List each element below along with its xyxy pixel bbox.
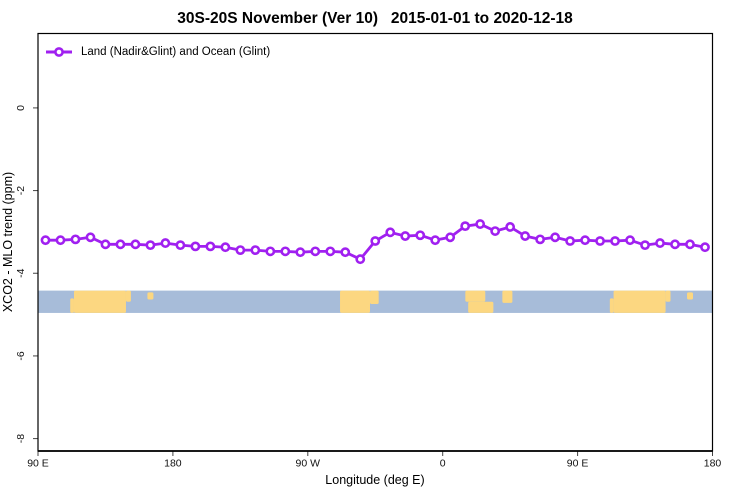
data-point xyxy=(535,234,546,245)
x-tick-label: 90 W xyxy=(296,458,321,470)
data-point xyxy=(595,236,605,246)
data-point xyxy=(430,235,441,246)
data-point xyxy=(145,240,156,251)
land-patch-australia-east-cape xyxy=(125,290,131,302)
x-tick-label: 90 E xyxy=(27,458,49,470)
data-point xyxy=(55,235,66,246)
data-point xyxy=(550,232,561,243)
data-point xyxy=(205,241,216,252)
data-point xyxy=(685,239,695,250)
data-point xyxy=(265,246,276,257)
land-patch-africa-north xyxy=(465,290,486,302)
land-patch-south-america-east xyxy=(370,290,379,305)
data-point xyxy=(295,247,306,258)
data-point xyxy=(640,240,650,251)
y-axis-title: XCO2 - MLO trend (ppm) xyxy=(1,172,15,312)
data-point xyxy=(355,254,366,265)
land-patch-australia-west-edge xyxy=(70,298,74,313)
data-point xyxy=(670,239,680,250)
data-point xyxy=(655,238,665,248)
land-patch-new-caledonia xyxy=(147,292,154,300)
legend: Land (Nadir&Glint) and Ocean (Glint) xyxy=(45,46,270,58)
chart-title: 30S-20S November (Ver 10) 2015-01-01 to … xyxy=(177,10,573,27)
data-point xyxy=(610,236,620,246)
data-point xyxy=(280,246,291,257)
data-point xyxy=(250,245,261,256)
data-point xyxy=(175,240,186,251)
legend-label: Land (Nadir&Glint) and Ocean (Glint) xyxy=(81,46,271,58)
y-tick-label: -4 xyxy=(15,268,27,277)
data-point xyxy=(505,222,516,232)
data-point xyxy=(310,246,321,257)
data-point xyxy=(460,221,471,232)
land-patch-australia xyxy=(73,290,126,313)
y-tick-label: -8 xyxy=(15,434,27,443)
y-tick-label: -2 xyxy=(15,186,27,195)
data-point xyxy=(415,230,426,241)
data-point xyxy=(40,235,51,246)
data-point xyxy=(85,232,96,243)
data-point xyxy=(385,227,396,238)
x-tick-label: 0 xyxy=(440,458,446,470)
land-patch-south-america xyxy=(340,290,371,313)
y-tick-label: 0 xyxy=(15,105,27,111)
legend-marker-icon xyxy=(46,47,72,57)
x-axis-title: Longitude (deg E) xyxy=(325,473,424,487)
y-tick-label: -6 xyxy=(15,351,27,360)
land-patch-australia-east-cape-2 xyxy=(665,290,671,302)
land-patch-africa-south xyxy=(468,301,494,313)
land-patch-madagascar xyxy=(502,290,513,303)
data-point xyxy=(100,239,111,250)
data-point xyxy=(490,226,501,236)
data-point xyxy=(400,231,411,241)
data-point xyxy=(625,235,635,246)
data-point xyxy=(70,234,81,245)
data-point xyxy=(700,242,710,253)
data-point xyxy=(235,245,246,256)
data-point xyxy=(340,247,351,258)
data-point xyxy=(580,235,590,246)
data-point xyxy=(520,231,531,241)
land-patch-new-caledonia-2 xyxy=(687,292,694,300)
data-point xyxy=(370,236,381,246)
data-point xyxy=(115,239,126,250)
data-point xyxy=(445,232,456,243)
data-point xyxy=(190,241,201,252)
data-point xyxy=(475,219,486,229)
land-patch-australia-west-edge-2 xyxy=(609,298,614,313)
data-point xyxy=(160,238,171,248)
x-tick-label: 180 xyxy=(164,458,182,470)
x-tick-label: 180 xyxy=(704,458,722,470)
data-point xyxy=(565,236,576,246)
data-point xyxy=(325,246,336,257)
x-tick-label: 90 E xyxy=(567,458,589,470)
data-point xyxy=(130,239,141,250)
data-point xyxy=(220,242,231,253)
land-patch-australia-2 xyxy=(613,290,666,313)
